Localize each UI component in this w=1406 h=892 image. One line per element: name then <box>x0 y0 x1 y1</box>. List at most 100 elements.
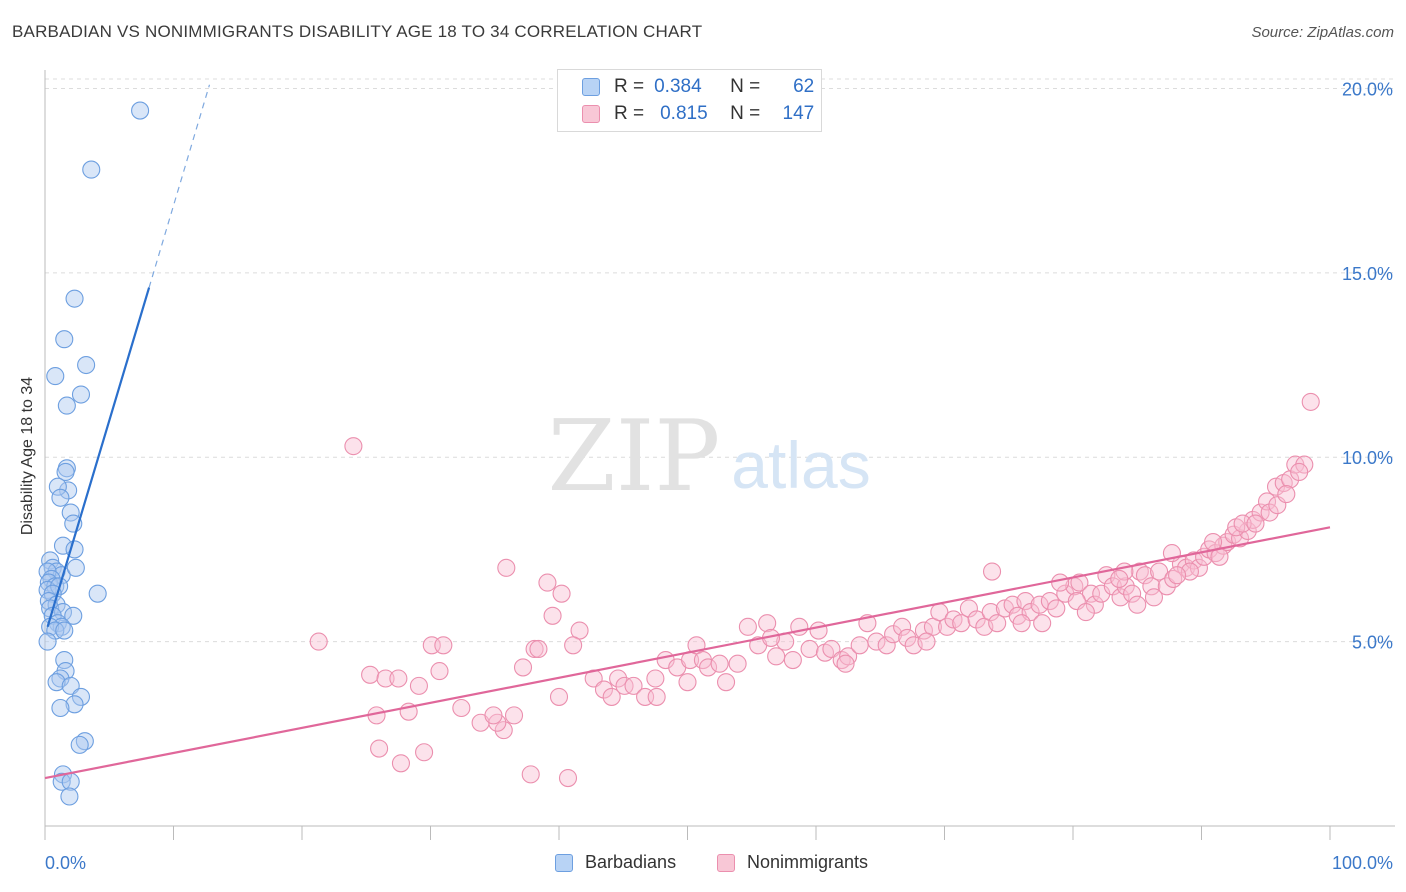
nonimmigrants-point <box>1257 492 1277 511</box>
nonimmigrants-point <box>1144 588 1164 607</box>
legend-swatch-nonimmigrants <box>582 105 600 123</box>
nonimmigrants-point <box>361 665 380 684</box>
nonimmigrants-point <box>822 639 841 659</box>
barbadians-point <box>131 101 150 120</box>
nonimmigrants-point <box>767 647 786 666</box>
nonimmigrants-point <box>678 673 697 692</box>
nonimmigrants-point <box>728 654 747 673</box>
nonimmigrants-point <box>602 687 621 706</box>
barbadians-point <box>66 558 85 577</box>
nonimmigrants-point <box>1246 514 1265 533</box>
nonimmigrants-point <box>800 639 819 659</box>
nonimmigrants-point <box>1081 584 1101 603</box>
nonimmigrants-point <box>525 639 544 659</box>
nonimmigrants-point <box>1128 595 1147 614</box>
barbadians-point <box>59 481 78 500</box>
nonimmigrants-point <box>609 669 628 688</box>
nonimmigrants-point <box>538 573 557 592</box>
nonimmigrants-point <box>1135 566 1155 585</box>
nonimmigrants-point <box>647 687 666 706</box>
nonimmigrants-point <box>1033 614 1052 633</box>
nonimmigrants-point <box>716 673 736 692</box>
barbadians-point <box>46 367 65 386</box>
nonimmigrants-point <box>552 584 571 603</box>
nonimmigrants-point <box>1168 566 1187 585</box>
series-legend-nonimmigrants: Nonimmigrants <box>717 852 868 873</box>
nonimmigrants-point <box>344 437 363 456</box>
y-tick-label: 20.0% <box>1342 79 1393 99</box>
nonimmigrants-point <box>898 628 917 647</box>
nonimmigrants-point <box>893 617 912 636</box>
nonimmigrants-point <box>497 558 516 577</box>
barbadians-point <box>70 735 89 754</box>
barbadians-point <box>65 289 84 308</box>
nonimmigrants-point <box>884 625 903 644</box>
nonimmigrants-point <box>982 562 1002 581</box>
nonimmigrants-point <box>758 614 777 633</box>
legend-n-label: N = <box>730 103 761 124</box>
barbadians-point <box>88 584 107 603</box>
nonimmigrants-point <box>1116 577 1135 596</box>
chart-title: BARBADIAN VS NONIMMIGRANTS DISABILITY AG… <box>12 22 703 41</box>
nonimmigrants-point <box>1142 577 1161 596</box>
barbadians-point <box>55 330 74 349</box>
nonimmigrants-point <box>1110 569 1129 588</box>
x-tick-label: 100.0% <box>1332 853 1393 873</box>
nonimmigrants-point <box>952 614 971 633</box>
y-tick-label: 5.0% <box>1352 633 1393 653</box>
nonimmigrants-point <box>988 614 1007 633</box>
nonimmigrants-point <box>1040 591 1059 611</box>
nonimmigrants-point <box>1233 514 1252 533</box>
nonimmigrants-point <box>938 617 957 636</box>
nonimmigrants-point <box>1189 558 1208 577</box>
nonimmigrants-point <box>1047 599 1066 618</box>
series-legend-barbadians: Barbadians <box>555 852 676 873</box>
nonimmigrants-point <box>981 603 1000 622</box>
nonimmigrants-point <box>699 658 718 677</box>
nonimmigrants-point <box>850 636 869 655</box>
barbadians-label: Barbadians <box>585 852 677 872</box>
nonimmigrants-point <box>391 754 410 773</box>
nonimmigrants-label: Nonimmigrants <box>747 852 869 872</box>
nonimmigrants-point <box>434 636 453 655</box>
legend-r-label: R = <box>614 103 645 124</box>
nonimmigrants-points <box>309 392 1320 788</box>
nonimmigrants-point <box>452 698 471 718</box>
source-credit: Source: ZipAtlas.com <box>1251 24 1394 41</box>
nonimmigrants-point <box>1070 573 1089 592</box>
legend-swatch-barbadians <box>582 78 600 96</box>
nonimmigrants-point <box>430 662 449 681</box>
nonimmigrants-point <box>839 647 858 666</box>
barbadians-point <box>61 503 80 522</box>
stats-legend: R = 0.384 N = 62 R = 0.815 N = 147 <box>557 69 822 132</box>
barbadians-point <box>55 621 74 640</box>
nonimmigrants-point <box>1123 584 1142 603</box>
barbadians-point <box>53 603 73 622</box>
barbadians-point <box>65 695 84 714</box>
barbadians-point <box>47 673 66 692</box>
nonimmigrants-point <box>710 654 729 673</box>
nonimmigrants-point <box>1076 603 1095 622</box>
watermark-zip: ZIP <box>548 400 721 514</box>
barbadians-trend-extension <box>148 84 211 288</box>
nonimmigrants-point <box>529 639 548 659</box>
barbadians-point <box>57 396 76 415</box>
nonimmigrants-point <box>1277 485 1296 504</box>
nonimmigrants-point <box>738 617 757 636</box>
nonimmigrants-point <box>877 636 896 655</box>
nonimmigrants-point <box>484 706 503 725</box>
barbadians-trend-line <box>46 287 151 628</box>
barbadians-points <box>38 101 150 806</box>
nonimmigrants-point <box>494 721 513 740</box>
nonimmigrants-point <box>594 680 614 699</box>
nonimmigrants-point <box>1111 588 1130 607</box>
nonimmigrants-point <box>809 621 828 640</box>
barbadians-point <box>41 551 60 570</box>
nonimmigrants-point <box>967 610 986 629</box>
nonimmigrants-point <box>521 765 540 784</box>
legend-row-barbadians: R = 0.384 N = 62 <box>582 75 814 99</box>
nonimmigrants-point <box>513 658 533 677</box>
nonimmigrants-point <box>646 669 665 688</box>
barbadians-point <box>56 462 75 482</box>
